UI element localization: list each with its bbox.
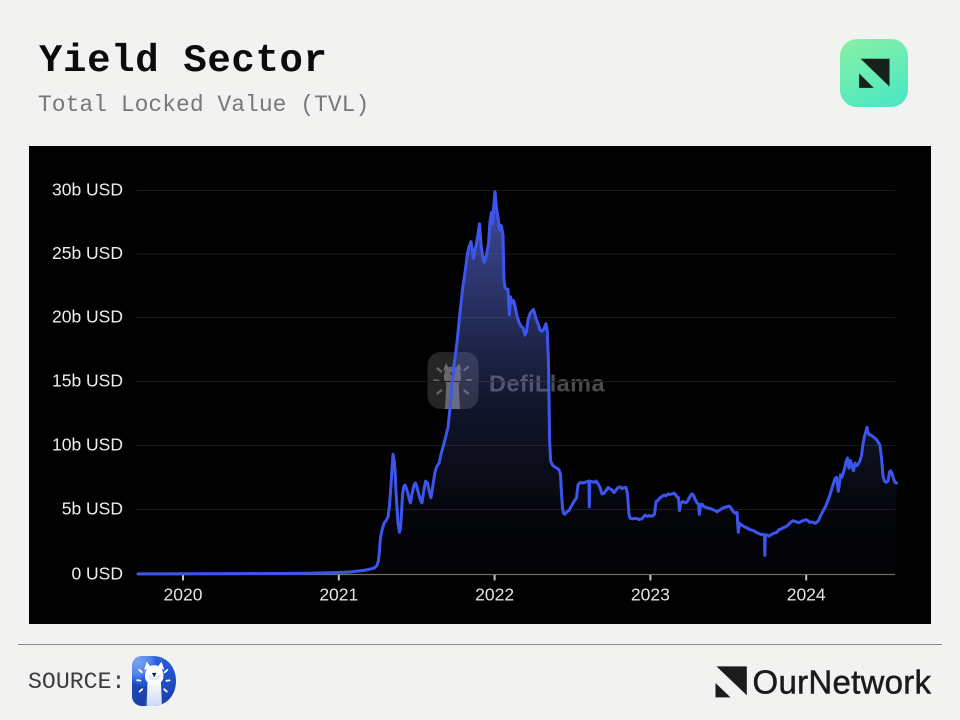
svg-text:0 USD: 0 USD	[71, 564, 123, 584]
svg-text:2021: 2021	[319, 585, 358, 605]
svg-text:2020: 2020	[164, 585, 203, 605]
svg-text:20b USD: 20b USD	[52, 307, 123, 327]
svg-text:30b USD: 30b USD	[52, 180, 123, 200]
svg-text:15b USD: 15b USD	[52, 371, 123, 391]
svg-text:2024: 2024	[787, 585, 826, 605]
svg-text:5b USD: 5b USD	[62, 499, 123, 519]
svg-text:10b USD: 10b USD	[52, 435, 123, 455]
svg-text:OurNetwork: OurNetwork	[753, 666, 932, 698]
svg-text:2023: 2023	[631, 585, 670, 605]
svg-text:25b USD: 25b USD	[52, 243, 123, 263]
svg-text:2022: 2022	[475, 585, 514, 605]
